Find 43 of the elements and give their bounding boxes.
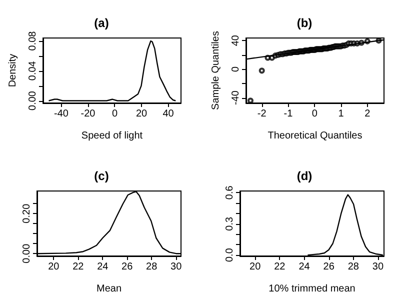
x-tick-label: 26: [122, 262, 134, 272]
y-tick-label: 0.08: [28, 30, 38, 51]
y-tick-label: 0.00: [28, 90, 38, 110]
x-tick-label: 28: [348, 262, 360, 272]
x-tick-label: -20: [80, 108, 96, 120]
chart-title: (a): [94, 16, 109, 30]
x-axis-title: Speed of light: [81, 130, 143, 142]
x-tick-label: 22: [72, 262, 84, 272]
y-axis-title: Sample Quantiles: [210, 31, 222, 110]
x-tick-label: 2: [364, 108, 371, 120]
x-axis-title: Mean: [96, 284, 122, 294]
y-tick-label: 0.0: [224, 248, 236, 262]
y-tick-label: -40: [230, 90, 242, 106]
y-tick-label: 40: [230, 34, 242, 46]
x-tick-label: -1: [284, 108, 294, 120]
y-axis-title: Density: [8, 54, 18, 88]
x-tick-label: 22: [274, 262, 286, 272]
y-tick-label: 0.6: [224, 185, 236, 200]
y-tick-label: 0.20: [22, 203, 32, 224]
x-tick-label: 24: [298, 262, 310, 272]
chart-title: (b): [296, 16, 312, 30]
x-tick-label: 24: [97, 262, 109, 272]
chart-title: (c): [94, 169, 109, 183]
chart-title: (d): [296, 169, 312, 183]
x-tick-label: 28: [146, 262, 158, 272]
x-tick-label: 20: [250, 262, 262, 272]
x-tick-label: 30: [170, 262, 182, 272]
x-tick-label: 26: [323, 262, 335, 272]
x-tick-label: -40: [54, 108, 69, 120]
x-tick-label: 1: [338, 108, 344, 120]
y-tick-label: 0.3: [224, 216, 236, 231]
x-tick-label: 20: [48, 262, 60, 272]
y-tick-label: 0: [230, 66, 242, 72]
x-tick-label: 0: [112, 108, 118, 120]
x-axis-title: Theoretical Quantiles: [268, 130, 362, 142]
x-tick-label: -2: [257, 108, 267, 120]
x-tick-label: 20: [136, 108, 148, 120]
x-axis-title: 10% trimmed mean: [268, 284, 356, 294]
x-tick-label: 40: [162, 108, 174, 120]
y-tick-label: 0.04: [28, 60, 38, 81]
y-tick-label: 0.00: [22, 243, 32, 264]
x-tick-label: 0: [312, 108, 318, 120]
x-tick-label: 30: [372, 262, 384, 272]
